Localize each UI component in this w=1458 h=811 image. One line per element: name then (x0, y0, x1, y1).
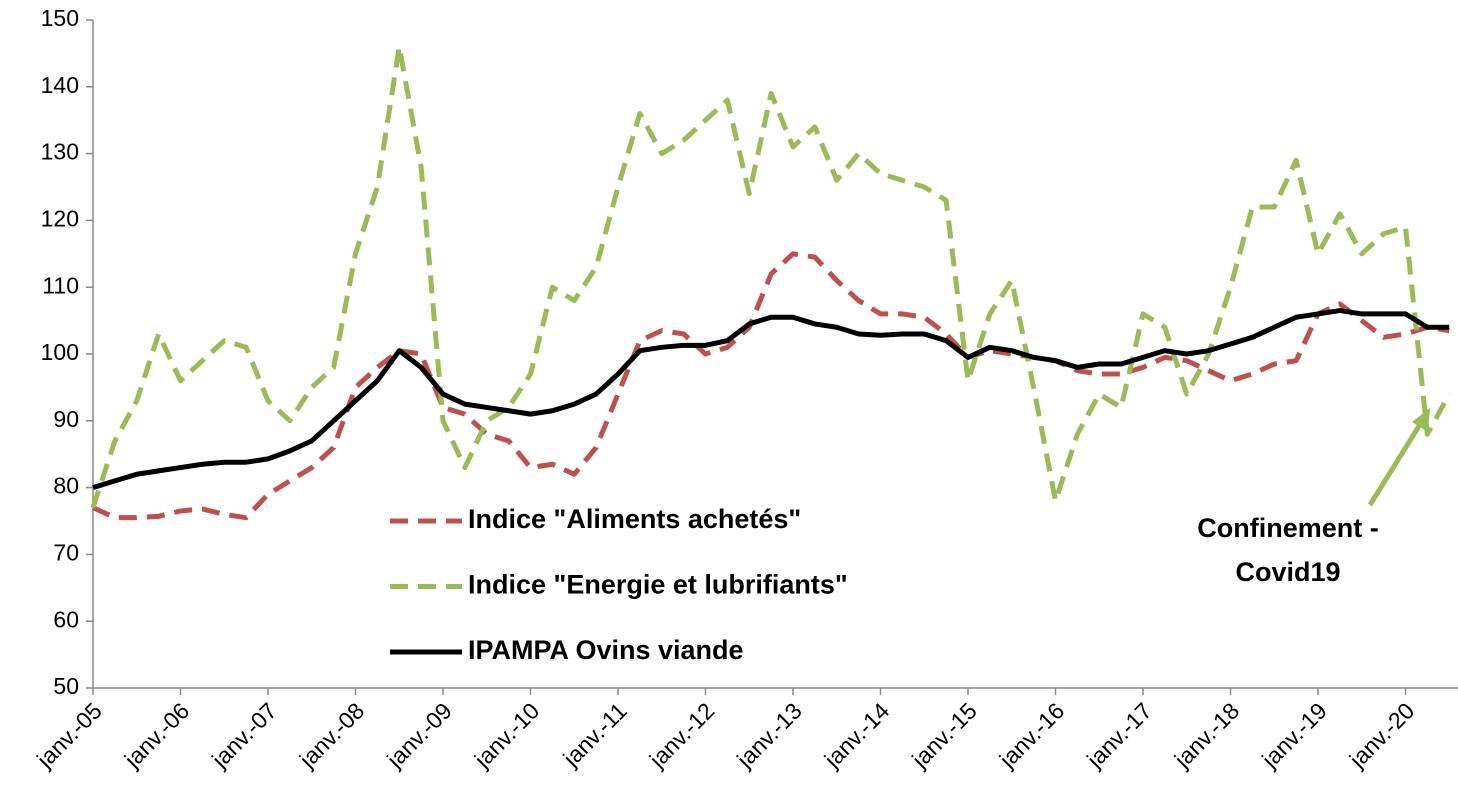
x-tick-label: janv.-11 (557, 697, 632, 772)
y-tick-label: 70 (53, 539, 79, 565)
x-tick-label: janv.-12 (644, 697, 720, 773)
y-tick-label: 110 (42, 272, 79, 298)
x-tick-label: janv.-07 (206, 697, 282, 773)
y-tick-label: 150 (41, 5, 79, 31)
y-tick-label: 90 (53, 406, 79, 432)
x-tick-label: janv.-15 (906, 697, 982, 773)
x-tick-label: janv.-10 (469, 697, 545, 773)
legend-label: Indice "Energie et lubrifiants" (468, 570, 848, 600)
x-tick-label: janv.-18 (1169, 697, 1245, 773)
x-tick-label: janv.-16 (994, 697, 1070, 773)
x-tick-label: janv.-08 (294, 697, 370, 773)
legend-label: IPAMPA Ovins viande (468, 635, 744, 665)
y-tick-label: 80 (53, 473, 79, 499)
series-line (92, 308, 1450, 490)
y-tick-label: 140 (41, 72, 79, 98)
series-line (91, 251, 1450, 521)
y-tick-label: 50 (53, 673, 79, 699)
x-tick-label: janv.-13 (731, 697, 807, 773)
x-tick-label: janv.-17 (1081, 697, 1157, 773)
x-tick-label: janv.-05 (31, 697, 107, 773)
x-tick-label: janv.-09 (381, 697, 457, 773)
x-tick-label: janv.-06 (119, 697, 195, 773)
x-tick-label: janv.-19 (1256, 697, 1332, 773)
series-line (90, 44, 1452, 509)
y-tick-label: 60 (53, 606, 79, 632)
legend-label: Indice "Aliments achetés" (468, 504, 801, 534)
annotation-arrow (1367, 416, 1427, 507)
y-tick-label: 100 (41, 339, 79, 365)
annotation: Confinement - (1197, 513, 1379, 543)
x-tick-label: janv.-14 (819, 697, 895, 773)
x-tick-label: janv.-20 (1344, 697, 1420, 773)
y-tick-label: 130 (41, 139, 79, 165)
y-tick-label: 120 (41, 205, 79, 231)
annotation: Covid19 (1235, 557, 1340, 587)
